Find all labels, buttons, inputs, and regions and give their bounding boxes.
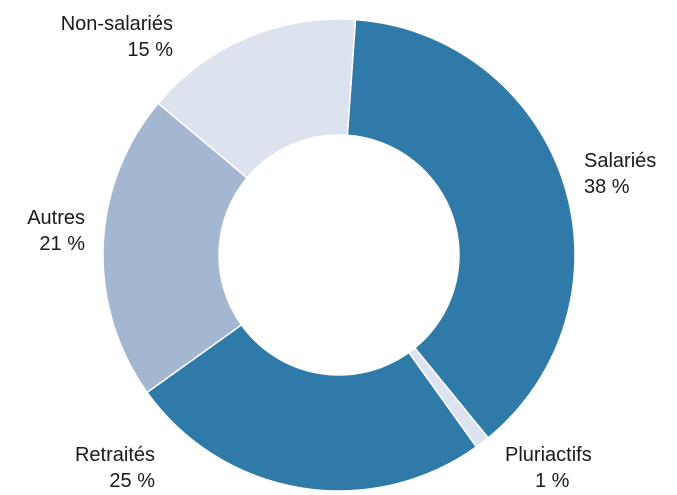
- slice-retraites: [146, 323, 478, 492]
- label-pluriactifs-value: 1 %: [535, 470, 570, 492]
- label-autres: Autres 21 %: [27, 205, 85, 257]
- label-salaries-name: Salariés: [584, 150, 657, 172]
- label-retraites: Retraités 25 %: [75, 442, 155, 494]
- label-autres-value: 21 %: [39, 233, 85, 255]
- label-salaries-value: 38 %: [584, 176, 630, 198]
- slice-non-salaries: [157, 18, 357, 179]
- label-salaries: Salariés 38 %: [584, 148, 656, 200]
- slice-salaries: [346, 18, 576, 439]
- label-autres-name: Autres: [27, 207, 85, 229]
- label-pluriactifs-name: Pluriactifs: [505, 444, 592, 466]
- label-retraites-value: 25 %: [109, 470, 155, 492]
- label-non-salaries: Non-salariés 15 %: [61, 11, 173, 63]
- slice-autres: [102, 102, 249, 394]
- label-pluriactifs: Pluriactifs 1 %: [505, 442, 592, 494]
- label-non-salaries-name: Non-salariés: [60, 13, 173, 35]
- label-non-salaries-value: 15 %: [127, 39, 173, 61]
- label-retraites-name: Retraités: [74, 444, 155, 466]
